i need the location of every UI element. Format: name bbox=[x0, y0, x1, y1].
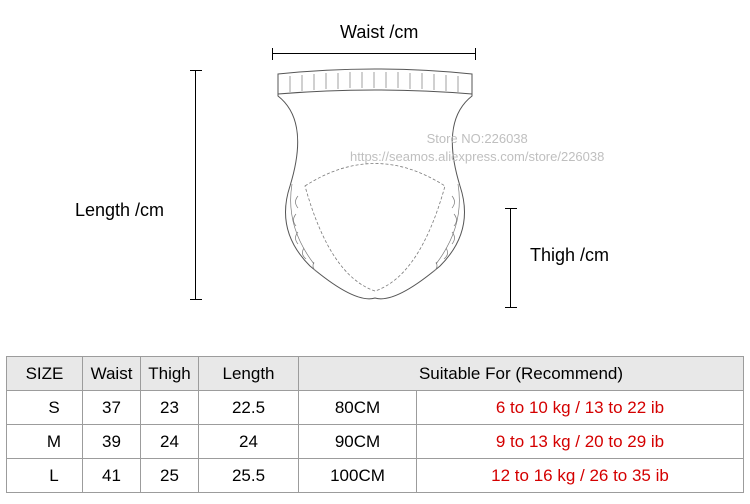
table-row: S 37 23 22.5 80CM 6 to 10 kg / 13 to 22 … bbox=[7, 391, 744, 425]
diagram-area: Waist /cm Length /cm Thigh /cm bbox=[0, 0, 750, 340]
cell-waist: 37 bbox=[83, 391, 141, 425]
cell-size: S bbox=[7, 391, 83, 425]
col-header-size: SIZE bbox=[7, 357, 83, 391]
table-row: M 39 24 24 90CM 9 to 13 kg / 20 to 29 ib bbox=[7, 425, 744, 459]
table-header-row: SIZE Waist Thigh Length Suitable For (Re… bbox=[7, 357, 744, 391]
col-header-suitable: Suitable For (Recommend) bbox=[299, 357, 744, 391]
watermark-text: Store NO:226038 https://seamos.aliexpres… bbox=[350, 130, 604, 166]
col-header-waist: Waist bbox=[83, 357, 141, 391]
cell-length: 25.5 bbox=[199, 459, 299, 493]
cell-suitable: 90CM 9 to 13 kg / 20 to 29 ib bbox=[299, 425, 744, 459]
thigh-label: Thigh /cm bbox=[530, 245, 609, 266]
cell-suitable-recommend: 12 to 16 kg / 26 to 35 ib bbox=[417, 459, 743, 492]
col-header-length: Length bbox=[199, 357, 299, 391]
garment-outline-icon bbox=[270, 66, 480, 306]
cell-suitable: 100CM 12 to 16 kg / 26 to 35 ib bbox=[299, 459, 744, 493]
thigh-dimension-bracket bbox=[505, 208, 517, 308]
cell-suitable-recommend: 9 to 13 kg / 20 to 29 ib bbox=[417, 425, 743, 458]
cell-thigh: 24 bbox=[141, 425, 199, 459]
watermark-line1: Store NO:226038 bbox=[350, 130, 604, 148]
length-dimension-bracket bbox=[190, 70, 202, 300]
length-label: Length /cm bbox=[75, 200, 164, 221]
waist-label: Waist /cm bbox=[340, 22, 418, 43]
cell-waist: 39 bbox=[83, 425, 141, 459]
cell-suitable-recommend: 6 to 10 kg / 13 to 22 ib bbox=[417, 391, 743, 424]
watermark-line2: https://seamos.aliexpress.com/store/2260… bbox=[350, 148, 604, 166]
cell-waist: 41 bbox=[83, 459, 141, 493]
size-chart-table: SIZE Waist Thigh Length Suitable For (Re… bbox=[6, 356, 744, 493]
cell-size: L bbox=[7, 459, 83, 493]
col-header-thigh: Thigh bbox=[141, 357, 199, 391]
cell-suitable: 80CM 6 to 10 kg / 13 to 22 ib bbox=[299, 391, 744, 425]
cell-thigh: 25 bbox=[141, 459, 199, 493]
cell-suitable-cm: 90CM bbox=[299, 425, 417, 458]
cell-size: M bbox=[7, 425, 83, 459]
table-row: L 41 25 25.5 100CM 12 to 16 kg / 26 to 3… bbox=[7, 459, 744, 493]
cell-suitable-cm: 100CM bbox=[299, 459, 417, 492]
cell-length: 24 bbox=[199, 425, 299, 459]
cell-length: 22.5 bbox=[199, 391, 299, 425]
cell-thigh: 23 bbox=[141, 391, 199, 425]
waist-dimension-bracket bbox=[272, 48, 476, 60]
cell-suitable-cm: 80CM bbox=[299, 391, 417, 424]
